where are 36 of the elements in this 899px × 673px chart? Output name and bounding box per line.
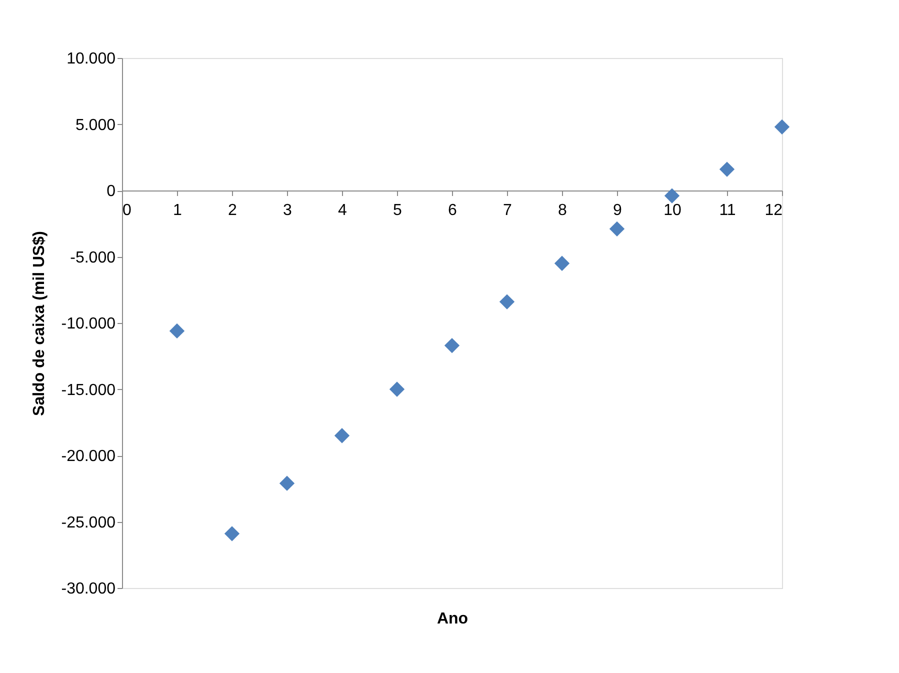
x-tick-label: 4: [338, 202, 348, 219]
point: [719, 162, 735, 177]
y-axis-title: Saldo de caixa (mil US$): [31, 231, 48, 416]
point: [279, 476, 295, 491]
x-tick-label: 12: [764, 202, 783, 219]
x-tick-label: 7: [503, 202, 512, 219]
y-tick-label: -10.000: [61, 316, 116, 332]
y-tick-label: 0: [106, 183, 116, 200]
point: [224, 526, 240, 542]
x-tick-label: 8: [558, 202, 568, 219]
y-tick-label: -25.000: [61, 514, 116, 532]
point: [554, 256, 570, 271]
x-tick-label: 0: [122, 202, 132, 219]
point: [609, 221, 625, 237]
x-tick-label: 9: [613, 202, 622, 219]
point: [664, 188, 680, 204]
point: [774, 119, 790, 134]
point: [444, 338, 460, 354]
x-tick-label: 5: [393, 202, 402, 219]
y-tick-label: -20.000: [61, 448, 116, 465]
point: [389, 382, 405, 397]
x-tick-label: 3: [283, 202, 292, 219]
x-tick-label: 2: [228, 202, 238, 219]
y-tick-label: -15.000: [61, 382, 116, 399]
x-tick-label: 1: [173, 202, 182, 219]
x-tick-label: 10: [664, 202, 682, 219]
y-tick-label: -5.000: [70, 249, 116, 266]
x-axis-title: Ano: [436, 610, 468, 628]
point: [169, 323, 185, 339]
x-tick-label: 11: [719, 202, 736, 219]
y-tick-label: -30.000: [61, 580, 116, 598]
point: [334, 428, 350, 444]
y-tick-label: 5.000: [75, 116, 116, 134]
point: [499, 294, 515, 310]
x-tick-label: 6: [448, 202, 458, 219]
y-tick-label: 10.000: [66, 50, 116, 68]
